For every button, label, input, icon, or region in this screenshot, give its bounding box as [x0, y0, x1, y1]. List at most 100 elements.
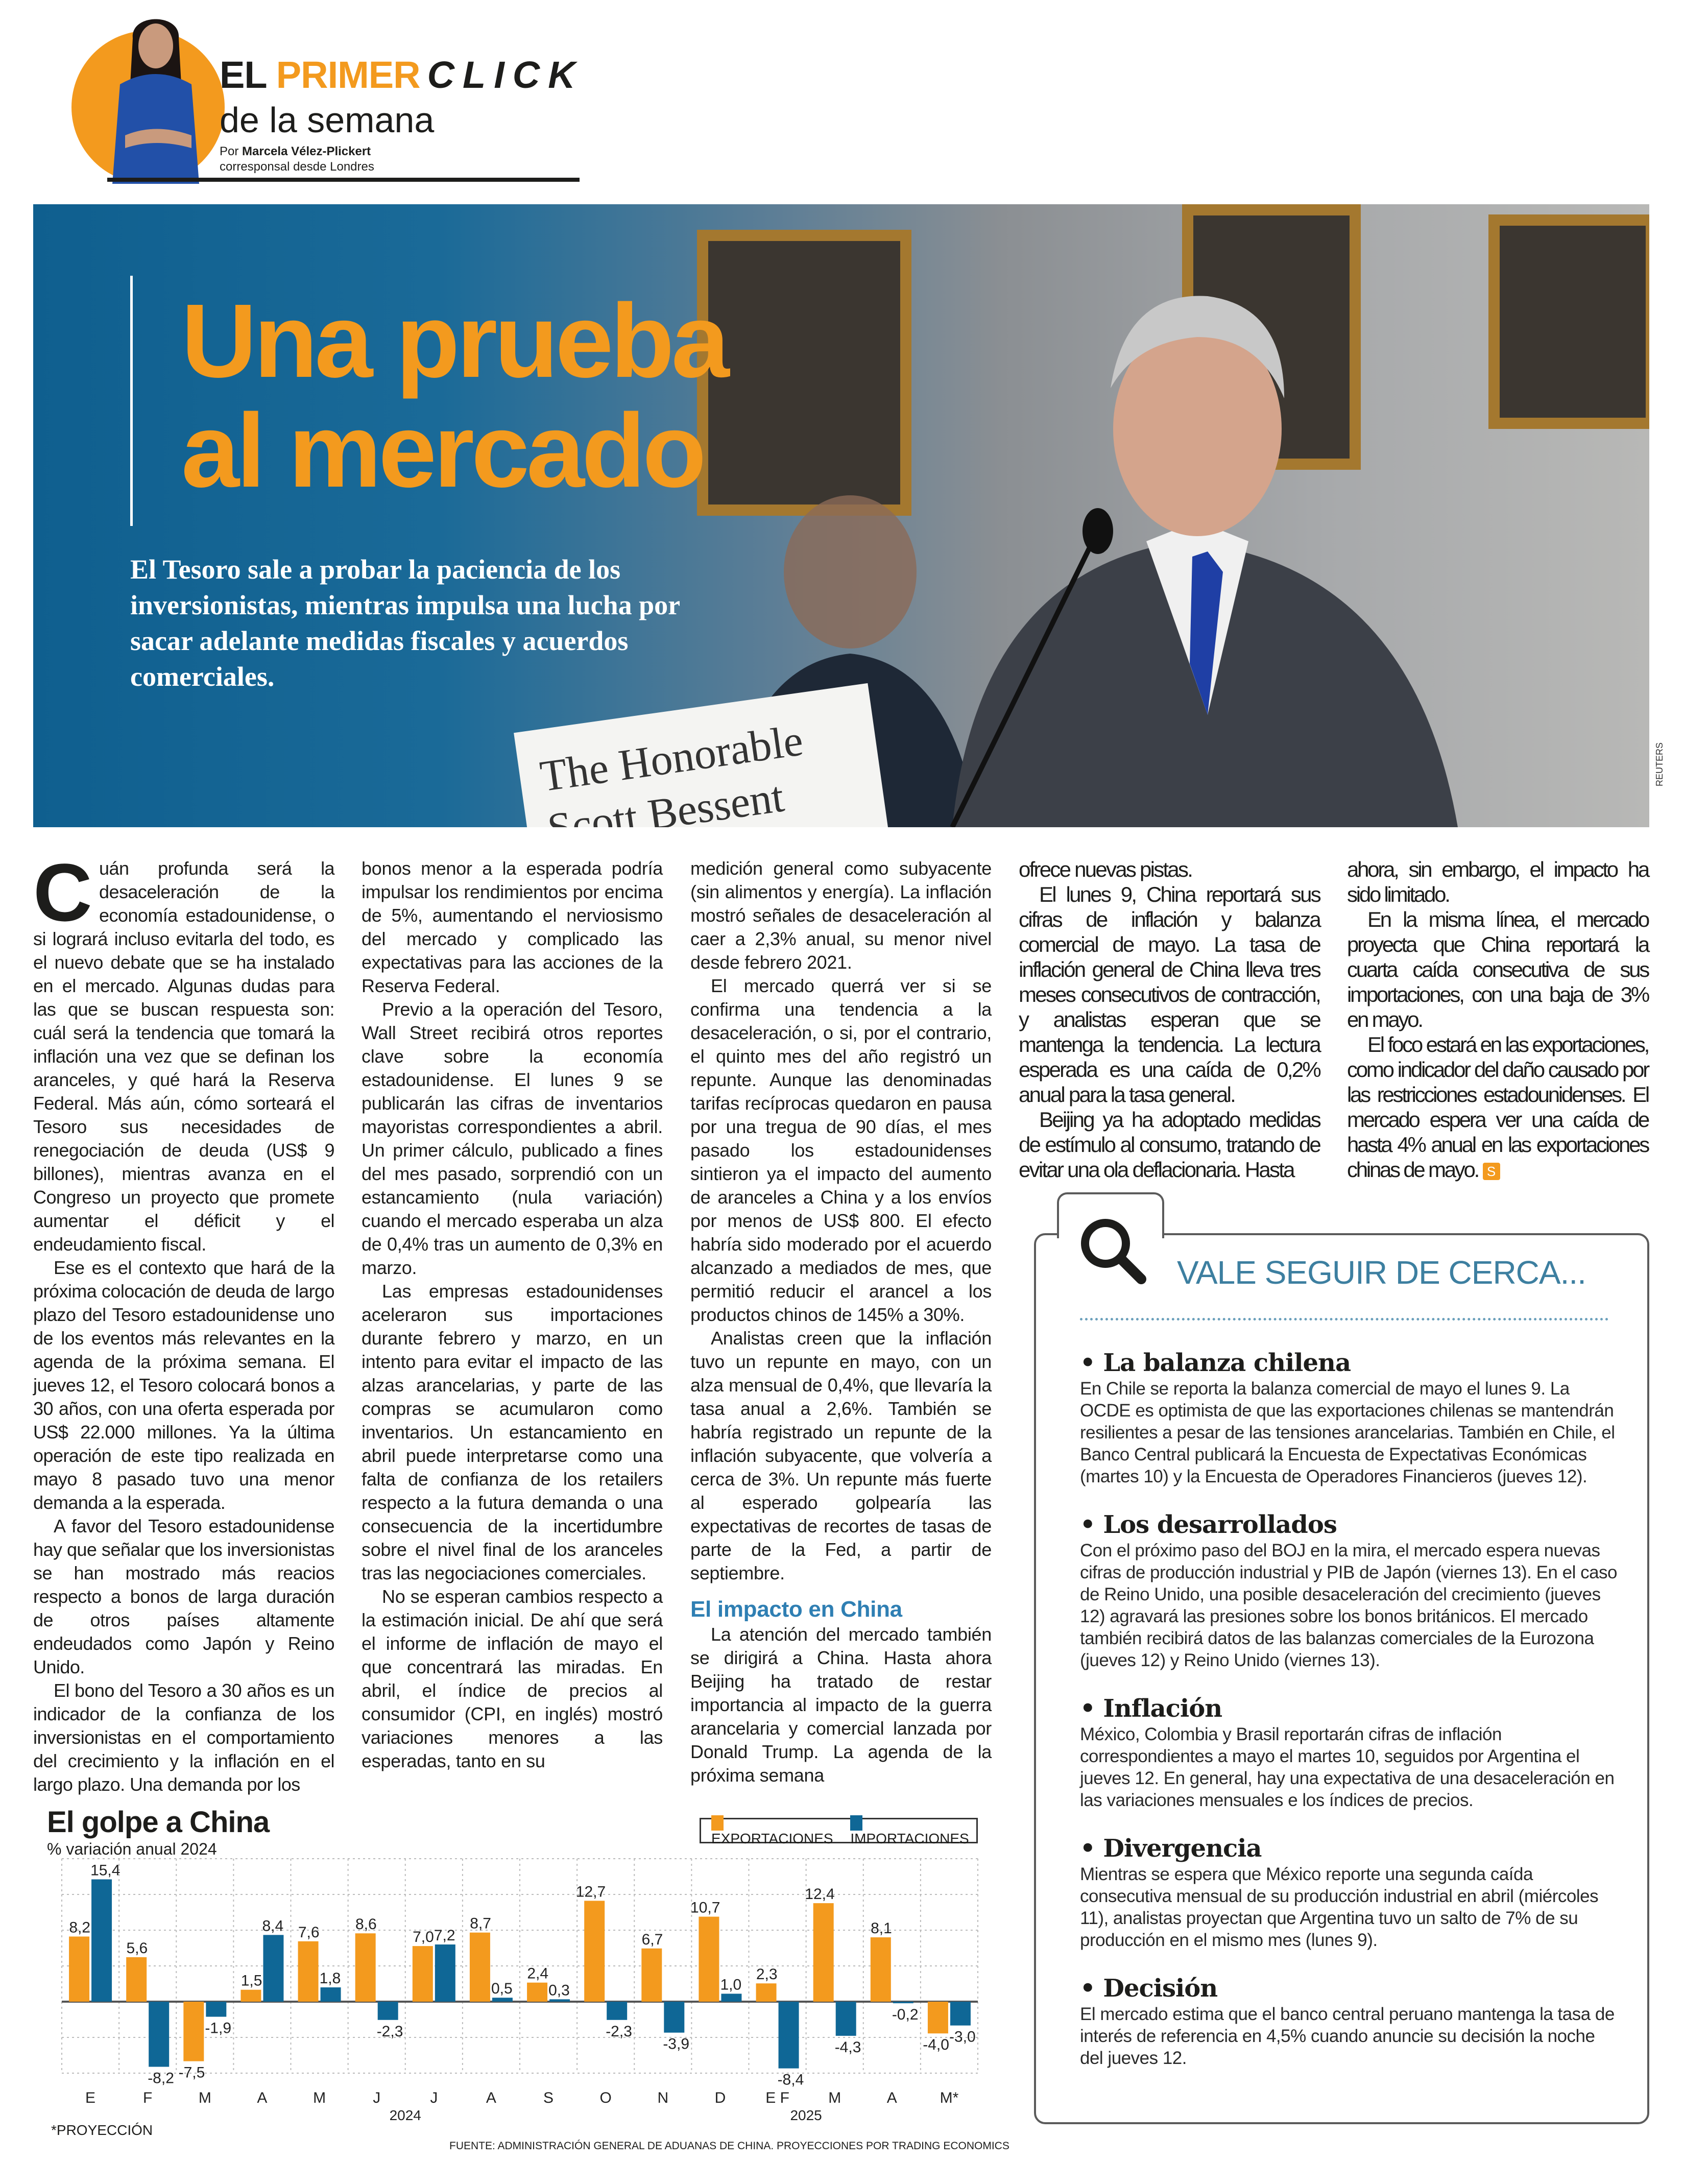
paragraph: bonos menor a la esperada podría impulsa… [362, 858, 663, 996]
chart-legend: EXPORTACIONES IMPORTACIONES [700, 1815, 978, 1847]
paragraph: Las empresas estadounidenses aceleraron … [362, 1281, 663, 1583]
bar-imports [835, 2002, 856, 2036]
author-name: Marcela Vélez-Plickert [242, 145, 371, 158]
watch-item: • La balanza chilena En Chile se reporta … [1080, 1348, 1621, 1487]
headline-line1: Una prueba [181, 282, 730, 399]
bar-imports [607, 2002, 628, 2020]
watch-item: • Decisión El mercado estima que el banco… [1080, 1974, 1621, 2069]
watch-item-body: Mientras se espera que México reporte un… [1080, 1864, 1599, 1950]
x-tick-label: D [715, 2089, 726, 2106]
data-label: 8,4 [262, 1917, 283, 1934]
watch-item-title: • Inflación [1080, 1694, 1222, 1723]
data-label: 8,1 [871, 1920, 892, 1937]
data-label: 7,0 [413, 1929, 434, 1945]
watch-item-title-text: La balanza chilena [1103, 1349, 1351, 1377]
data-label: 1,8 [320, 1970, 341, 1987]
watch-list-box [1034, 1233, 1649, 2124]
watch-item-title: • Decisión [1080, 1974, 1218, 2003]
watch-list: • La balanza chilena En Chile se reporta … [1080, 1348, 1621, 2069]
column-brand-title: EL PRIMER CLICK [220, 54, 584, 97]
watch-item: • Los desarrollados Con el próximo paso d… [1080, 1510, 1621, 1671]
bar-exports [756, 1983, 777, 2002]
x-tick-label: O [600, 2089, 612, 2106]
paragraph: A favor del Tesoro estadounidense hay qu… [33, 1516, 335, 1677]
bar-imports [778, 2002, 799, 2069]
data-label: 12,7 [576, 1883, 606, 1900]
dotted-divider [1080, 1318, 1608, 1320]
bar-imports [377, 2002, 398, 2020]
data-label: 0,3 [548, 1982, 570, 1999]
paragraph: El bono del Tesoro a 30 años es un indic… [33, 1680, 335, 1795]
data-label: 7,2 [434, 1927, 455, 1944]
x-tick-label: A [486, 2089, 496, 2106]
data-label: 6,7 [642, 1931, 663, 1948]
paragraph: El mercado querrá ver si se confirma una… [690, 975, 992, 1325]
x-tick-label: A [887, 2089, 897, 2106]
data-label: -4,0 [923, 2036, 949, 2053]
paragraph: Beijing ya ha adoptado medidas de estímu… [1019, 1108, 1321, 1182]
bar-exports [355, 1933, 376, 2002]
bar-exports [69, 1936, 90, 2002]
x-tick-label: N [657, 2089, 668, 2106]
data-label: 8,7 [470, 1915, 491, 1932]
data-label: -1,9 [205, 2020, 231, 2037]
paragraph: El lunes 9, China reportará sus cifras d… [1019, 882, 1321, 1107]
bar-exports [240, 1989, 261, 2002]
x-tick-label: S [543, 2089, 554, 2106]
bar-imports [320, 1987, 341, 2002]
data-label: -8,2 [148, 2070, 174, 2087]
chart-source: FUENTE: ADMINISTRACIÓN GENERAL DE ADUANA… [449, 2140, 1009, 2152]
article-column-4: ofrece nuevas pistas. El lunes 9, China … [1019, 857, 1321, 1182]
data-label: 10,7 [690, 1900, 720, 1916]
x-tick-label: J [373, 2089, 380, 2106]
x-tick-label: E F [765, 2089, 789, 2106]
data-label: 1,5 [241, 1973, 262, 1989]
box-tab [1057, 1192, 1164, 1238]
watch-item-title-text: Los desarrollados [1103, 1510, 1337, 1539]
year-label: 2025 [790, 2107, 822, 2123]
legend-item-imports: IMPORTACIONES [850, 1814, 976, 1847]
data-label: 1,0 [720, 1976, 741, 1993]
article-column-5: ahora, sin embargo, el impacto ha sido l… [1347, 857, 1650, 1182]
bar-exports [870, 1937, 891, 2002]
watch-item-title: • La balanza chilena [1080, 1349, 1351, 1377]
bar-exports [813, 1903, 834, 2002]
x-tick-label: M* [940, 2089, 959, 2106]
hero-photo: The Honorable Scott Bessent Una prueba a… [33, 204, 1649, 827]
bar-chart: 8,2 5,6 -7,5 1,5 7,6 8,6 7,0 8,7 2,4 12,7 6,7 10,7 2… [61, 1858, 978, 2123]
chart-footnote: *PROYECCIÓN [51, 2122, 153, 2138]
data-label: -0,2 [892, 2006, 919, 2023]
x-tick-label: M [313, 2089, 326, 2106]
data-label: 0,5 [491, 1980, 513, 1997]
legend-label: EXPORTACIONES [711, 1831, 833, 1847]
headline: Una prueba al mercado [181, 282, 730, 506]
brand-primer: PRIMER [276, 54, 421, 96]
bar-exports [469, 1932, 490, 2002]
chart-subtitle: % variación anual 2024 [47, 1840, 217, 1858]
bar-exports [126, 1957, 147, 2002]
paragraph: En la misma línea, el mercado proyecta q… [1347, 907, 1650, 1031]
end-mark-icon: S [1482, 1162, 1500, 1180]
watch-item-title-text: Divergencia [1103, 1834, 1262, 1863]
author-photo [112, 19, 199, 184]
x-tick-label: F [143, 2089, 152, 2106]
watch-item: • Divergencia Mientras se espera que Méxi… [1080, 1834, 1621, 1951]
bar-imports [206, 2002, 227, 2017]
data-label: 5,6 [126, 1940, 148, 1957]
data-label: -3,9 [663, 2036, 689, 2053]
header-divider [107, 178, 580, 182]
bar-exports [584, 1901, 605, 2002]
data-label: -3,0 [949, 2029, 976, 2046]
data-label: 12,4 [805, 1886, 834, 1903]
watch-item-title: • Divergencia [1080, 1834, 1262, 1863]
bar-imports [149, 2002, 170, 2067]
legend-swatch [711, 1815, 724, 1831]
data-label: -7,5 [179, 2064, 205, 2081]
x-tick-label: M [199, 2089, 211, 2106]
paragraph: No se esperan cambios respecto a la esti… [362, 1586, 663, 1771]
subheading: El impacto en China [690, 1597, 902, 1622]
legend-label: IMPORTACIONES [850, 1831, 969, 1847]
photo-credit: REUTERS [1654, 742, 1665, 786]
watch-item-body: Con el próximo paso del BOJ en la mira, … [1080, 1541, 1618, 1670]
paragraph: La atención del mercado también se dirig… [690, 1624, 992, 1786]
